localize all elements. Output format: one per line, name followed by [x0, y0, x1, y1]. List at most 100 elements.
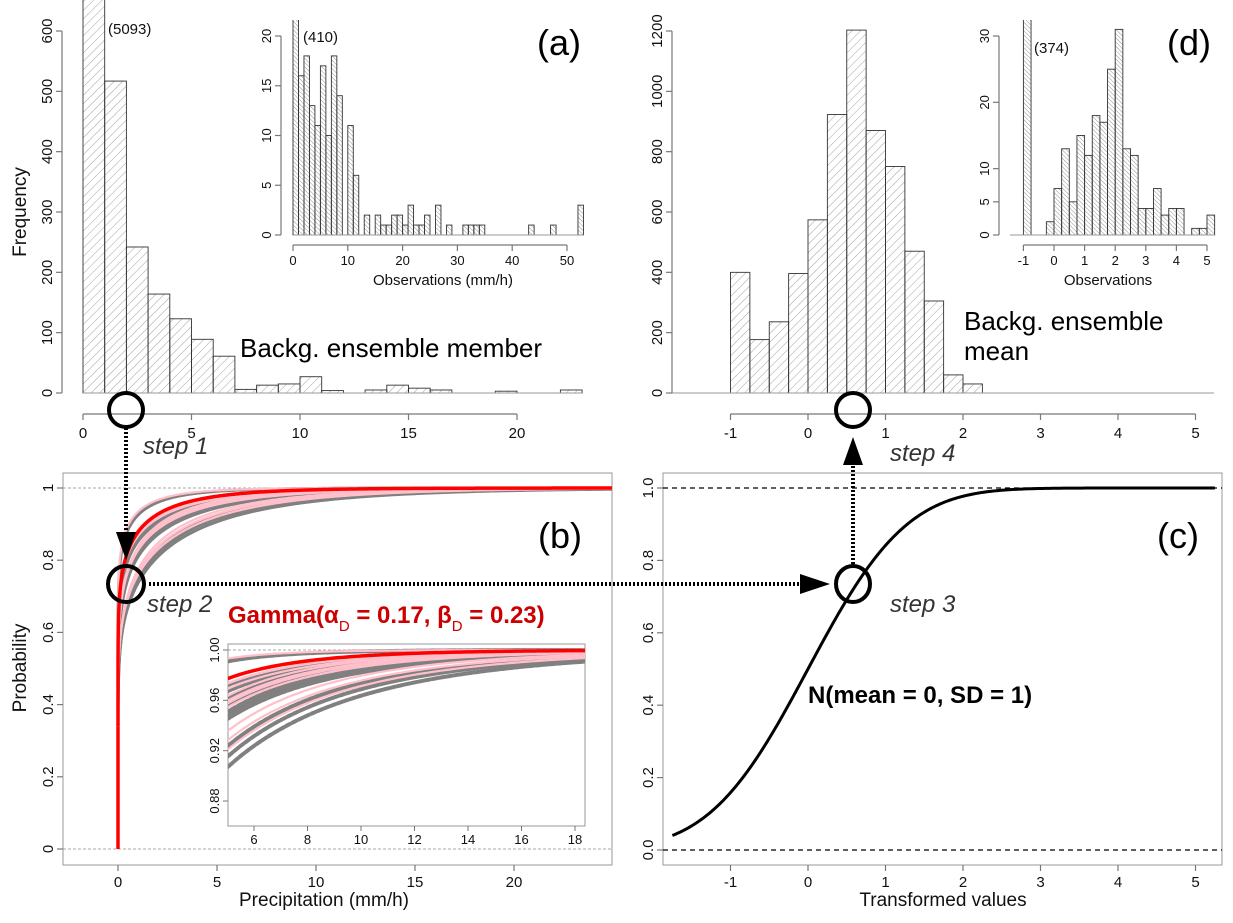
panel-c-x-tick-label: -1 — [724, 874, 737, 891]
panel-a-label: (a) — [537, 22, 581, 63]
panel-d-inset-bar — [1145, 208, 1154, 236]
panel-d-inset-x-tick-label: 2 — [1112, 253, 1119, 268]
panel-d-inset-bar — [1130, 154, 1139, 236]
panel-c-x-tick-label: 1 — [881, 874, 889, 891]
panel-a-x-tick-label: 20 — [509, 425, 526, 442]
panel-d-bar — [807, 219, 828, 394]
panel-c-x-tick-label: 4 — [1114, 874, 1122, 891]
panel-a-y-tick-label: 0 — [39, 389, 56, 397]
panel-d-inset-y-tick-label: 20 — [977, 95, 992, 109]
panel-a-inset-bar — [407, 204, 415, 236]
panel-b-y-tick-label: 0.2 — [40, 766, 57, 787]
panel-d-inset-y-tick-label: 0 — [977, 231, 992, 238]
panel-b-y-tick-label: 0 — [40, 845, 57, 853]
workflow-annotations: step 1 step 2 step 3 step 4 — [106, 391, 956, 618]
panel-a-inset-x-tick-label: 50 — [560, 253, 574, 268]
panel-d-bar — [865, 130, 886, 394]
panel-a-y-tick-label: 400 — [39, 139, 56, 164]
panel-d-inset-xlabel: Observations — [1064, 272, 1152, 289]
panel-a-bar — [408, 387, 431, 394]
panel-a-inset-bar — [330, 55, 338, 236]
panel-d-inset-bar — [1061, 148, 1070, 236]
panel-d-inset-bar — [1084, 154, 1093, 236]
panel-a-inset-xlabel: Observations (mm/h) — [373, 272, 513, 289]
panel-b-inset-x-tick-label: 10 — [354, 832, 368, 847]
panel-a-inset-bar — [402, 224, 409, 236]
panel-b-inset-member-cdf — [228, 650, 585, 702]
panel-d-inset-y-tick-label: 5 — [977, 198, 992, 205]
panel-d-x-tick-label: -1 — [724, 425, 737, 442]
panel-d-y-tick-label: 1200 — [649, 14, 666, 47]
panel-d-inset-axes: -1 0 1 2 3 4 5 0 5 10 20 30 — [977, 29, 1211, 268]
panel-a-bars — [82, 0, 583, 394]
panel-d-x-tick-label: 3 — [1036, 425, 1044, 442]
panel-a-bar — [299, 376, 323, 394]
panel-d-inset-bar — [1022, 20, 1032, 236]
panel-b-y-tick-label: 1 — [40, 484, 57, 492]
panel-b-inset-member-cdf — [228, 648, 585, 660]
panel-a-y-tick-label: 600 — [39, 18, 56, 43]
panel-a-inset-y-tick-label: 5 — [259, 182, 274, 189]
panel-d-bar — [904, 250, 925, 394]
panel-a-inset-bar — [435, 204, 442, 236]
panel-d-x-tick-label: 0 — [804, 425, 812, 442]
panel-b-member-cdf — [116, 487, 612, 712]
panel-c-y-tick-label: 1.0 — [640, 478, 657, 499]
panel-a-inset-bar — [319, 65, 327, 236]
panel-b-y-tick-label: 0.6 — [40, 622, 57, 643]
panel-a-inset-bar — [577, 204, 584, 236]
step1-marker — [107, 391, 145, 429]
panel-a-truncated-count: (5093) — [108, 21, 151, 38]
panel-d-bar — [768, 321, 790, 394]
panel-b-inset-empirical-cdf — [228, 655, 585, 749]
panel-d-inset-bar — [1099, 121, 1109, 236]
panel-c-x-tick-label: 2 — [959, 874, 967, 891]
panel-a-inset-bar — [385, 224, 393, 236]
panel-b-inset-x-tick-label: 6 — [250, 832, 257, 847]
step4-label: step 4 — [890, 440, 955, 467]
panel-a-x-tick-label: 0 — [79, 425, 87, 442]
panel-a-inset-bar — [413, 224, 420, 236]
panel-a-inset-y-tick-label: 20 — [259, 29, 274, 43]
panel-d-x-tick-label: 2 — [959, 425, 967, 442]
panel-c-frame — [662, 472, 1223, 866]
panel-d-bar — [923, 300, 945, 394]
panel-a-y-tick-label: 200 — [39, 260, 56, 285]
panel-c-y-tick-label: 0.6 — [640, 622, 657, 643]
panel-d-inset-x-tick-label: 0 — [1050, 253, 1057, 268]
panel-d-x-tick-label: 4 — [1114, 425, 1122, 442]
panel-a-inset-bar — [325, 135, 332, 236]
panel-a-inset-bar — [473, 224, 480, 236]
step1-arrow-head — [116, 532, 136, 560]
panel-a-bar — [104, 80, 127, 394]
panel-d-inset-bar — [1198, 227, 1208, 236]
panel-a-bar — [82, 0, 106, 394]
panel-a-inset-bar — [462, 224, 469, 236]
panel-a-inset-bar — [550, 224, 557, 236]
panel-a-bar — [191, 338, 214, 394]
panel-d-x-tick-label: 1 — [881, 425, 889, 442]
panel-d-inset-bar — [1152, 188, 1162, 236]
panel-b-label: (b) — [538, 515, 582, 556]
step3-marker — [834, 564, 872, 604]
panel-d-inset-bar — [1206, 214, 1216, 236]
panel-b-x-tick-label: 0 — [114, 874, 122, 891]
panel-d-inset-bar — [1068, 201, 1078, 236]
panel-a-inset-y-tick-label: 0 — [259, 231, 274, 238]
panel-d-x-tick-label: 5 — [1191, 425, 1199, 442]
panel-d-inset-bar — [1175, 208, 1185, 236]
panel-c-y-tick-label: 0.4 — [640, 695, 657, 716]
panel-a-bar — [147, 293, 171, 394]
panel-c-y-tick-label: 0.0 — [640, 840, 657, 861]
panel-b-inset-x-tick-label: 18 — [568, 832, 582, 847]
panel-c-xlabel: Transformed values — [859, 890, 1026, 911]
panel-b-y-tick-label: 0.4 — [40, 694, 57, 715]
panel-d-inset-bar — [1168, 208, 1177, 236]
panel-d-inset-bar — [1091, 115, 1101, 236]
panel-d-inset-bar — [1076, 135, 1086, 236]
panel-a-y-tick-label: 100 — [39, 320, 56, 345]
panel-d-y-tick-label: 800 — [649, 139, 666, 164]
panel-a-inset-x-tick-label: 0 — [289, 253, 296, 268]
panel-b-inset-empirical-cdf — [228, 659, 585, 770]
